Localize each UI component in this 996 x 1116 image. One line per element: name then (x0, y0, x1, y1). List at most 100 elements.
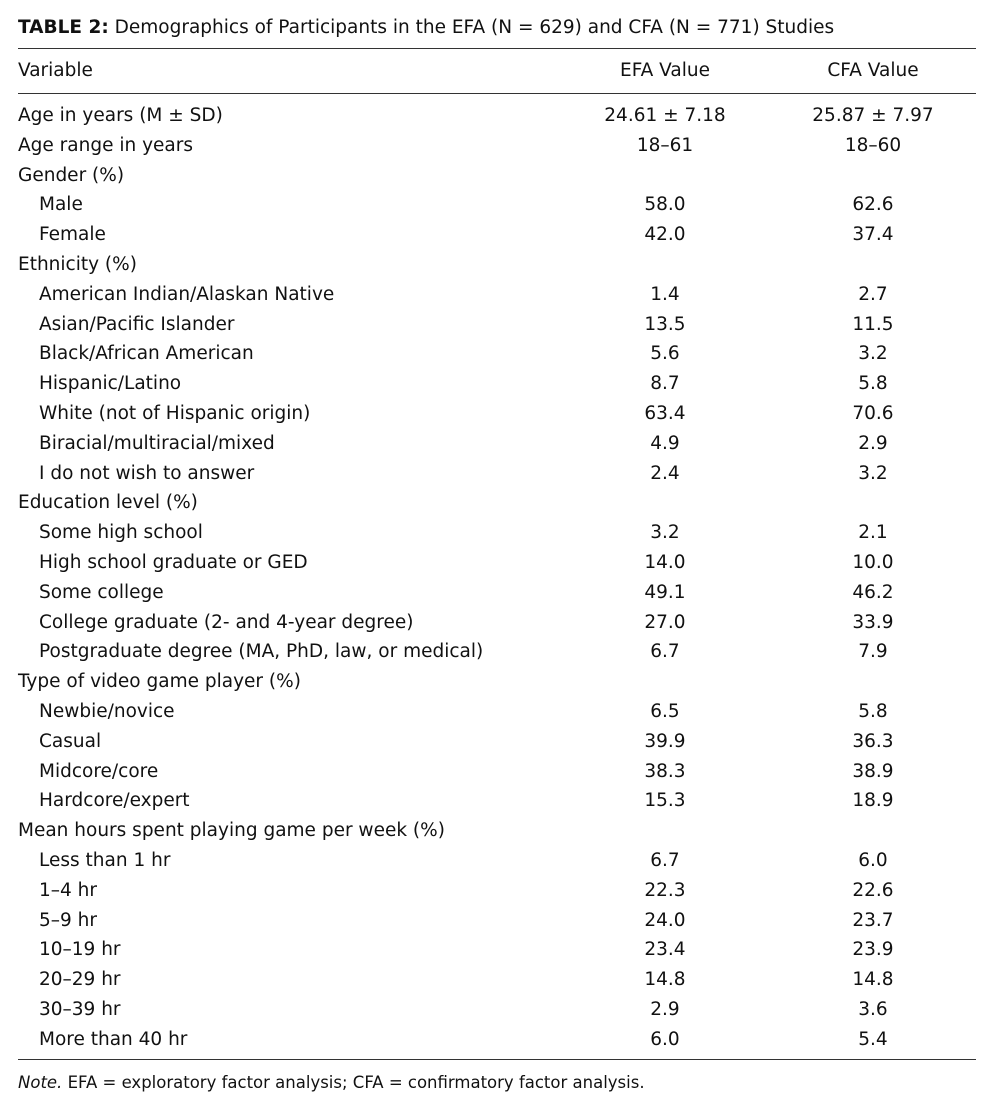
row-label: 1–4 hr (39, 879, 98, 901)
table-row: 1–4 hr 22.3 22.6 (18, 876, 976, 906)
efa-value: 23.4 (644, 939, 686, 961)
table-caption: TABLE 2: Demographics of Participants in… (18, 16, 978, 40)
table-row: Midcore/core 38.3 38.9 (18, 757, 976, 787)
table-section-row: Education level (%) (18, 488, 976, 518)
efa-value: 42.0 (644, 224, 686, 246)
efa-value: 39.9 (644, 730, 686, 752)
note-label: Note. (18, 1073, 63, 1092)
cfa-value: 70.6 (852, 402, 894, 424)
table-row: Some high school 3.2 2.1 (18, 518, 976, 548)
table-row: Casual 39.9 36.3 (18, 727, 976, 757)
cfa-value: 38.9 (852, 760, 894, 782)
table-body: Age in years (M ± SD) 24.61 ± 7.18 25.87 ±… (18, 101, 976, 1055)
table-section-row: Type of video game player (%) (18, 667, 976, 697)
table-section-row: Mean hours spent playing game per week (… (18, 816, 976, 846)
table-row: Some college 49.1 46.2 (18, 578, 976, 608)
row-label: Education level (%) (18, 492, 198, 514)
efa-value: 5.6 (650, 343, 680, 365)
efa-value: 6.7 (650, 641, 680, 663)
table-label: TABLE 2: (18, 17, 109, 38)
table-row: Female 42.0 37.4 (18, 220, 976, 250)
efa-value: 58.0 (644, 194, 686, 216)
row-label: Some high school (39, 522, 203, 544)
table-row: College graduate (2- and 4-year degree) 2… (18, 608, 976, 638)
row-label: More than 40 hr (39, 1028, 188, 1050)
cfa-value: 5.4 (858, 1028, 888, 1050)
cfa-value: 62.6 (852, 194, 894, 216)
row-label: College graduate (2- and 4-year degree) (39, 611, 414, 633)
table-row: I do not wish to answer 2.4 3.2 (18, 459, 976, 489)
table-row: 5–9 hr 24.0 23.7 (18, 906, 976, 936)
table-row: 10–19 hr 23.4 23.9 (18, 935, 976, 965)
row-label: Asian/Pacific Islander (39, 313, 235, 335)
top-rule (18, 48, 976, 49)
efa-value: 14.8 (644, 969, 686, 991)
efa-value: 24.0 (644, 909, 686, 931)
row-label: 5–9 hr (39, 909, 98, 931)
column-header-efa: EFA Value (620, 60, 710, 81)
column-header-variable: Variable (18, 60, 93, 81)
row-label: Age range in years (18, 134, 193, 156)
efa-value: 24.61 ± 7.18 (604, 105, 726, 126)
row-label: 10–19 hr (39, 939, 121, 961)
efa-value: 1.4 (650, 283, 680, 305)
efa-value: 18–61 (636, 134, 694, 156)
row-label: American Indian/Alaskan Native (39, 283, 335, 305)
note-text: EFA = exploratory factor analysis; CFA =… (67, 1073, 645, 1092)
cfa-value: 6.0 (858, 849, 888, 871)
row-label: Mean hours spent playing game per week (… (18, 820, 445, 842)
row-label: Male (39, 194, 83, 216)
row-label: Midcore/core (39, 760, 159, 782)
row-label: Hardcore/expert (39, 790, 190, 812)
cfa-value: 3.2 (858, 462, 888, 484)
row-label: Gender (%) (18, 164, 125, 186)
row-label: White (not of Hispanic origin) (39, 402, 311, 424)
row-label: Biracial/multiracial/mixed (39, 432, 275, 454)
row-label: Black/African American (39, 343, 254, 365)
row-label: Less than 1 hr (39, 849, 171, 871)
table-row: Less than 1 hr 6.7 6.0 (18, 846, 976, 876)
table-section-row: Age in years (M ± SD) 24.61 ± 7.18 25.87 ±… (18, 101, 976, 131)
cfa-value: 18–60 (844, 134, 902, 156)
cfa-value: 7.9 (858, 641, 888, 663)
table-section-row: Gender (%) (18, 161, 976, 191)
cfa-value: 46.2 (852, 581, 894, 603)
cfa-value: 2.7 (858, 283, 888, 305)
table-section-row: Ethnicity (%) (18, 250, 976, 280)
cfa-value: 2.1 (858, 522, 888, 544)
table-row: High school graduate or GED 14.0 10.0 (18, 548, 976, 578)
efa-value: 4.9 (650, 432, 680, 454)
row-label: Ethnicity (%) (18, 253, 137, 275)
efa-value: 3.2 (650, 522, 680, 544)
cfa-value: 33.9 (852, 611, 894, 633)
efa-value: 6.5 (650, 700, 680, 722)
bottom-rule (18, 1059, 976, 1060)
cfa-value: 5.8 (858, 373, 888, 395)
efa-value: 38.3 (644, 760, 686, 782)
table-note: Note. EFA = exploratory factor analysis;… (18, 1071, 645, 1095)
cfa-value: 22.6 (852, 879, 894, 901)
row-label: Female (39, 224, 106, 246)
header-rule (18, 93, 976, 94)
table-row: Black/African American 5.6 3.2 (18, 339, 976, 369)
efa-value: 15.3 (644, 790, 686, 812)
row-label: Casual (39, 730, 102, 752)
efa-value: 27.0 (644, 611, 686, 633)
row-label: Newbie/novice (39, 700, 175, 722)
efa-value: 14.0 (644, 551, 686, 573)
cfa-value: 18.9 (852, 790, 894, 812)
row-label: Postgraduate degree (MA, PhD, law, or me… (39, 641, 484, 663)
row-label: Age in years (M ± SD) (18, 105, 223, 126)
table-row: Asian/Pacific Islander 13.5 11.5 (18, 310, 976, 340)
row-label: Some college (39, 581, 164, 603)
cfa-value: 23.9 (852, 939, 894, 961)
efa-value: 8.7 (650, 373, 680, 395)
efa-value: 49.1 (644, 581, 686, 603)
cfa-value: 37.4 (852, 224, 894, 246)
cfa-value: 14.8 (852, 969, 894, 991)
table-title: Demographics of Participants in the EFA … (114, 17, 835, 38)
cfa-value: 5.8 (858, 700, 888, 722)
cfa-value: 3.2 (858, 343, 888, 365)
efa-value: 2.9 (650, 998, 680, 1020)
row-label: 30–39 hr (39, 998, 121, 1020)
